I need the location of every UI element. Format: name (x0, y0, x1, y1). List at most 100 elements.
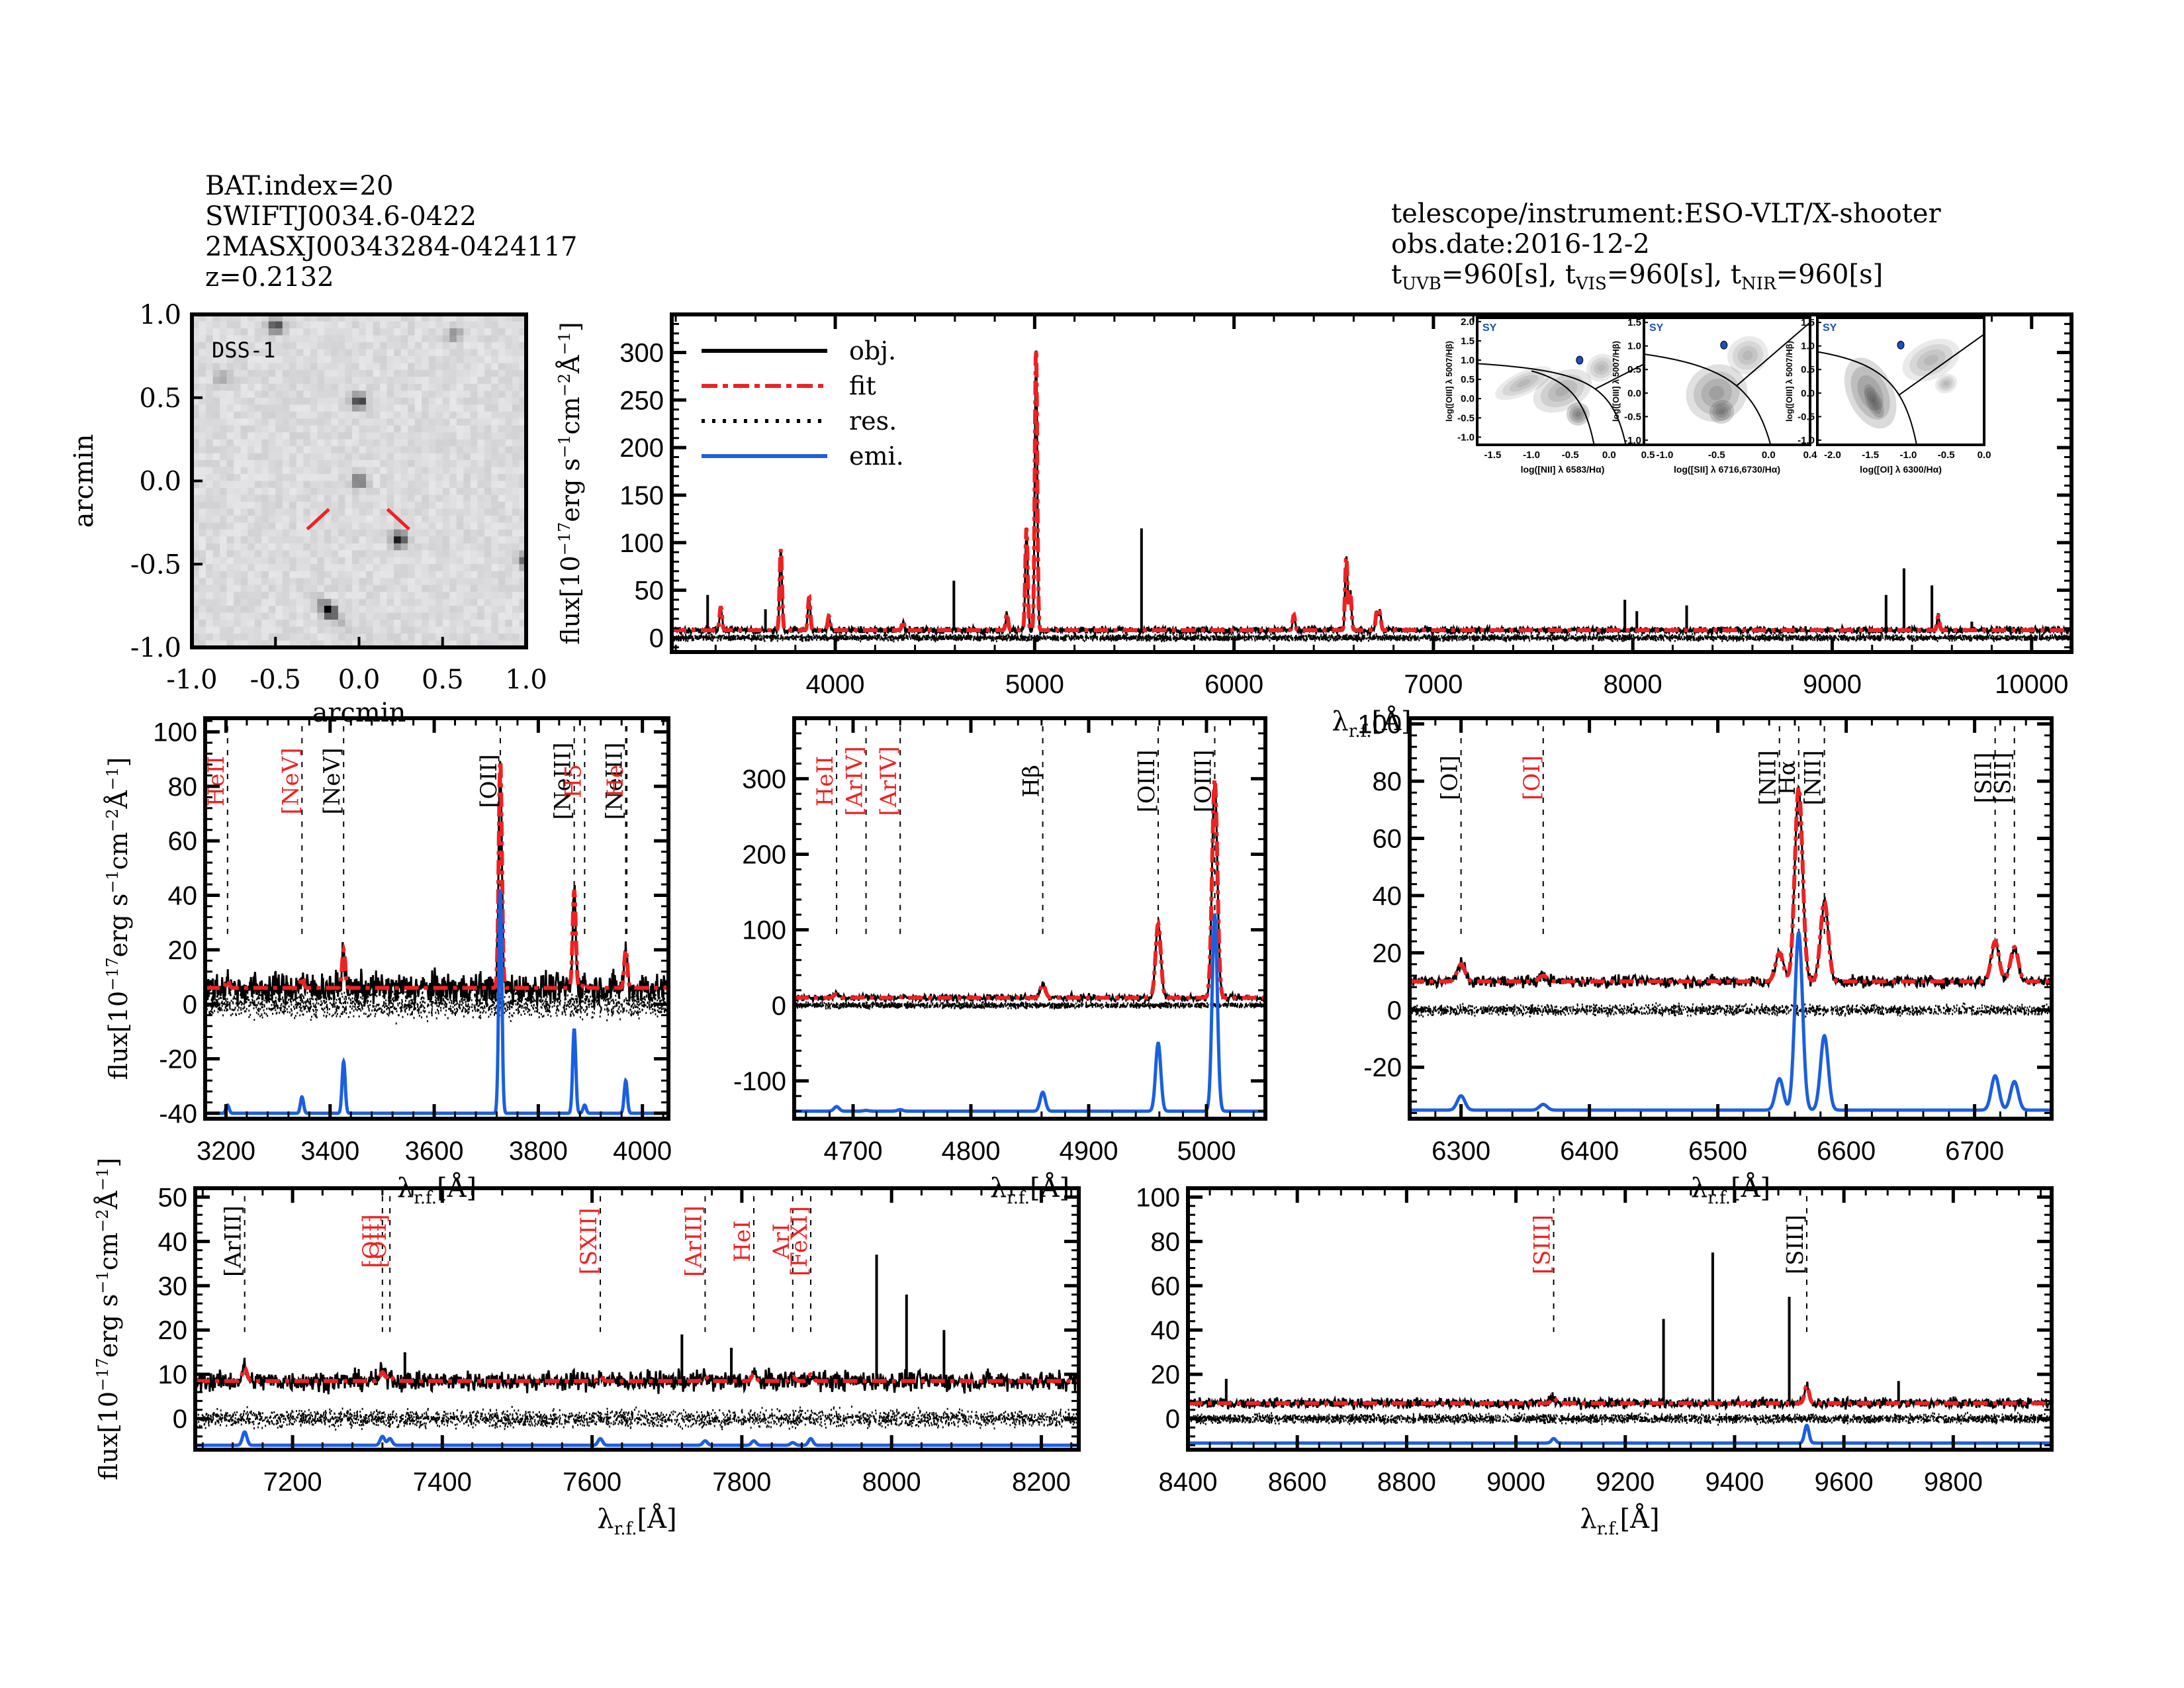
image-pixel (456, 369, 464, 377)
image-pixel (449, 557, 457, 565)
image-pixel (317, 418, 325, 426)
image-pixel (206, 425, 214, 433)
image-pixel (268, 355, 276, 363)
image-pixel (435, 446, 443, 454)
image-pixel (192, 633, 200, 641)
image-pixel (359, 640, 367, 648)
image-pixel (387, 550, 394, 558)
image-pixel (192, 515, 200, 523)
image-pixel (380, 383, 388, 391)
image-pixel (226, 439, 234, 447)
image-pixel (414, 425, 422, 433)
image-pixel (491, 515, 499, 523)
image-pixel (484, 349, 492, 357)
image-pixel (310, 425, 318, 433)
image-pixel (414, 550, 422, 558)
image-pixel (324, 411, 332, 419)
image-pixel (220, 585, 228, 592)
image-pixel (408, 321, 416, 329)
image-pixel (248, 363, 255, 371)
image-pixel (498, 377, 506, 385)
image-pixel (338, 474, 346, 482)
image-pixel (240, 598, 248, 606)
x-tick-label: 9000 (1803, 670, 1862, 699)
image-pixel (338, 536, 346, 544)
image-pixel (366, 508, 374, 516)
image-pixel (212, 418, 220, 426)
image-pixel (491, 612, 499, 620)
image-pixel (414, 369, 422, 377)
image-pixel (400, 606, 408, 614)
image-pixel (234, 487, 242, 496)
image-pixel (303, 363, 311, 371)
image-pixel (234, 369, 242, 377)
image-pixel (212, 453, 220, 461)
y-tick-label: 0.0 (1801, 388, 1815, 399)
image-pixel (324, 620, 332, 628)
image-pixel (484, 508, 492, 516)
image-pixel (359, 585, 367, 592)
image-pixel (470, 404, 478, 412)
image-pixel (456, 363, 464, 371)
image-pixel (519, 564, 527, 572)
image-pixel (373, 363, 381, 371)
y-tick-label: 80 (1151, 1227, 1181, 1256)
image-pixel (240, 439, 248, 447)
image-pixel (310, 626, 318, 634)
image-pixel (408, 418, 416, 426)
image-pixel (296, 640, 304, 648)
image-pixel (491, 550, 499, 558)
image-pixel (373, 377, 381, 385)
image-pixel (366, 453, 374, 461)
image-pixel (394, 453, 402, 461)
image-pixel (331, 446, 339, 454)
image-pixel (351, 585, 360, 592)
x-axis-label: λr.f.[Å] (1332, 706, 1411, 741)
image-pixel (456, 404, 464, 412)
image-pixel (345, 640, 353, 648)
image-pixel (435, 592, 443, 600)
image-pixel (387, 377, 394, 385)
image-pixel (442, 328, 450, 336)
x-tick-label: 4000 (806, 670, 865, 699)
image-pixel (220, 425, 228, 433)
image-pixel (317, 404, 325, 412)
x-axis-label: arcmin (312, 698, 406, 728)
image-pixel (512, 432, 520, 440)
y-tick-label: 60 (1373, 825, 1402, 854)
image-pixel (324, 626, 332, 634)
image-pixel (261, 446, 269, 454)
image-pixel (387, 571, 394, 579)
image-pixel (519, 391, 527, 399)
image-pixel (351, 432, 360, 440)
y-tick-label: 20 (168, 936, 198, 965)
image-pixel (226, 612, 234, 620)
image-pixel (268, 585, 276, 592)
image-pixel (477, 328, 485, 336)
image-pixel (212, 606, 220, 614)
image-pixel (317, 564, 325, 572)
image-pixel (380, 404, 388, 412)
image-pixel (484, 557, 492, 565)
image-pixel (240, 383, 248, 391)
image-pixel (477, 578, 485, 586)
image-pixel (248, 342, 255, 350)
image-pixel (275, 487, 283, 496)
image-pixel (470, 626, 478, 634)
image-pixel (351, 335, 360, 343)
image-pixel (380, 536, 388, 544)
image-pixel (268, 369, 276, 377)
image-pixel (317, 363, 325, 371)
image-pixel (206, 515, 214, 523)
image-pixel (477, 515, 485, 523)
image-pixel (449, 564, 457, 572)
image-pixel (220, 487, 228, 496)
y-tick-label: 1.0 (139, 300, 181, 330)
image-pixel (206, 474, 214, 482)
image-pixel (449, 349, 457, 357)
image-pixel (463, 474, 471, 482)
y-axis-label: arcmin (69, 434, 99, 528)
image-pixel (414, 633, 422, 641)
image-pixel (394, 481, 402, 489)
image-pixel (240, 328, 248, 336)
